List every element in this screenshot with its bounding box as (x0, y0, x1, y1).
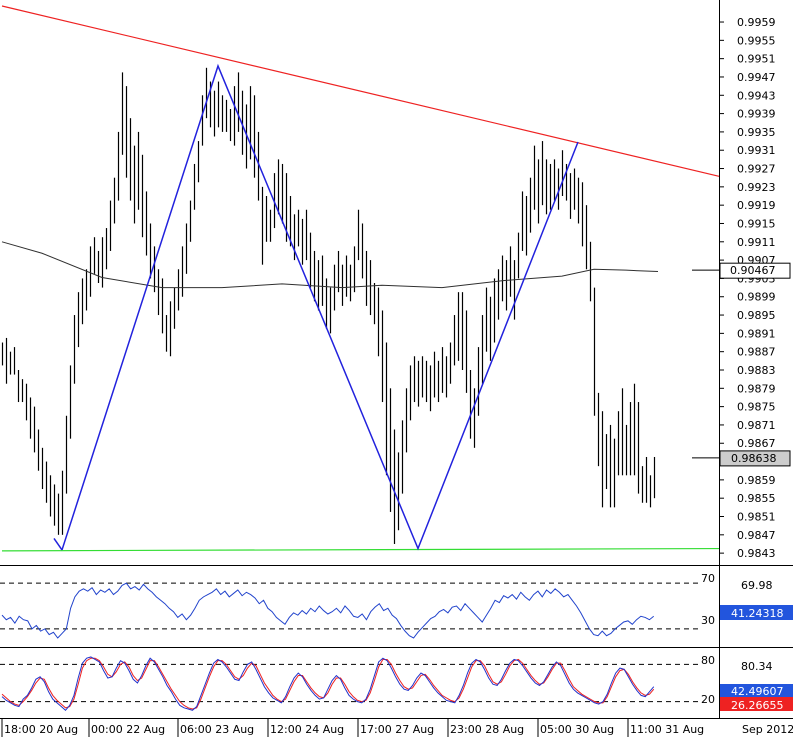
time-axis-corner-label: Sep 2012 (742, 723, 793, 736)
zigzag-start-tick (53, 538, 63, 551)
oscillator-level-70-label: 70 (701, 572, 715, 585)
time-axis-label: 18:00 20 Aug (4, 723, 78, 736)
time-axis-label: 00:00 22 Aug (91, 723, 165, 736)
stochastic-panel (0, 656, 700, 711)
moving-average-tag: 0.90467 (692, 262, 791, 279)
price-axis-label: 0.9859 (737, 474, 776, 487)
moving-average-line (1, 241, 659, 289)
oscillator-line (1, 582, 655, 639)
time-axis: 18:00 20 Aug 00:00 22 Aug 06:00 23 Aug 12:0… (1, 718, 704, 737)
oscillator-value-tag-box (720, 605, 793, 620)
price-axis-label: 0.9875 (737, 401, 776, 414)
price-axis-label: 0.9955 (737, 34, 776, 47)
stochastic-level-80-label: 80 (701, 654, 715, 667)
price-bars (1, 67, 656, 544)
stochastic-level-20-label: 20 (701, 693, 715, 706)
current-price-tag-value: 0.98638 (731, 452, 777, 465)
time-axis-label: 11:00 31 Aug (630, 723, 704, 736)
resistance-line (1, 5, 720, 177)
current-price-tag: 0.98638 (692, 450, 791, 467)
price-axis-label: 0.9959 (737, 16, 776, 29)
price-axis-label: 0.9927 (737, 163, 776, 176)
zigzag-pattern-line (61, 63, 579, 551)
moving-average-tag-box (719, 262, 791, 279)
stochastic-signal-tag-box (720, 697, 793, 711)
time-axis-label: 06:00 23 Aug (180, 723, 254, 736)
price-axis-label: 0.9895 (737, 309, 776, 322)
moving-average-tag-value: 0.90467 (730, 264, 776, 277)
stochastic-main-line (1, 656, 655, 711)
stochastic-main-tag: 42.49607 (731, 685, 784, 698)
time-axis-label: 23:00 28 Aug (450, 723, 524, 736)
oscillator-top-readout: 69.98 (741, 579, 773, 592)
price-axis-label: 0.9879 (737, 382, 776, 395)
price-axis-label: 0.9939 (737, 108, 776, 121)
stochastic-main-tag-box (720, 684, 793, 697)
stochastic-signal-tag: 26.26655 (731, 699, 784, 712)
price-axis-label: 0.9951 (737, 53, 776, 66)
oscillator-level-30-label: 30 (701, 614, 715, 627)
price-axis-label: 0.9915 (737, 217, 776, 230)
price-axis-label: 0.9947 (737, 71, 776, 84)
price-axis-label: 0.9851 (737, 511, 776, 524)
price-axis-label: 0.9855 (737, 492, 776, 505)
price-axis-label: 0.9867 (737, 437, 776, 450)
oscillator-value-tag: 41.24318 (731, 607, 784, 620)
support-line (1, 547, 720, 552)
stochastic-top-readout: 80.34 (741, 660, 773, 673)
price-axis-label: 0.9943 (737, 89, 776, 102)
time-axis-label: 05:00 30 Aug (540, 723, 614, 736)
price-axis-label: 0.9883 (737, 364, 776, 377)
main-price-panel (1, 5, 720, 552)
price-axis-label: 0.9931 (737, 144, 776, 157)
price-axis-label: 0.9935 (737, 126, 776, 139)
oscillator-panel (0, 582, 700, 639)
price-axis-label: 0.9871 (737, 419, 776, 432)
price-axis-label: 0.9923 (737, 181, 776, 194)
price-axis-label: 0.9899 (737, 291, 776, 304)
time-axis-label: 17:00 27 Aug (360, 723, 434, 736)
current-price-tag-box (719, 450, 791, 467)
price-axis-label: 0.9847 (737, 529, 776, 542)
time-axis-label: 12:00 24 Aug (270, 723, 344, 736)
price-axis-label: 0.9887 (737, 346, 776, 359)
price-axis-label: 0.9891 (737, 327, 776, 340)
stochastic-signal-line (1, 657, 655, 710)
price-axis-label: 0.9919 (737, 199, 776, 212)
price-axis-label: 0.9911 (737, 236, 776, 249)
price-axis-label: 0.9843 (737, 547, 776, 560)
